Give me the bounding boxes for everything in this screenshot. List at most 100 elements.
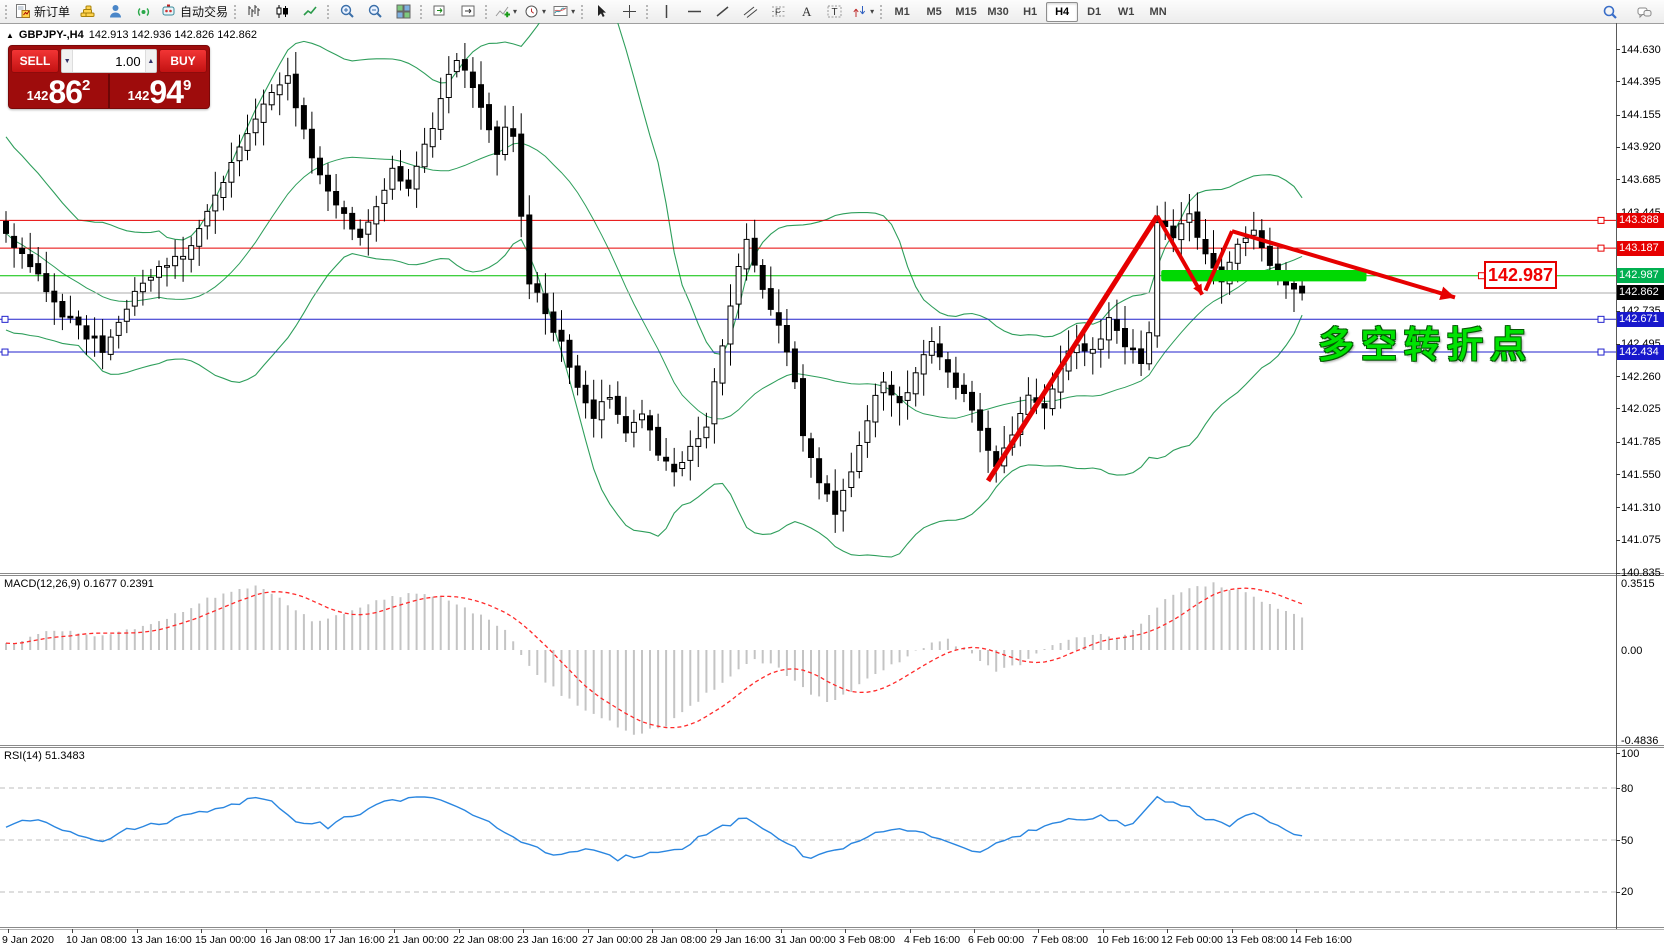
search-icon	[1603, 5, 1617, 19]
chat-button[interactable]	[1630, 1, 1658, 23]
cursor-icon	[597, 5, 606, 17]
macd-pane[interactable]	[0, 575, 1616, 745]
periods-button[interactable]: ▾	[520, 1, 549, 23]
crosshair-button[interactable]	[615, 1, 643, 23]
bar-chart-button[interactable]	[240, 1, 268, 23]
sell-button[interactable]: SELL	[11, 49, 59, 73]
volume-down-button[interactable]: ▼	[62, 50, 74, 72]
timeframe-d1[interactable]: D1	[1087, 5, 1102, 18]
timeframe-m15[interactable]: M15	[955, 5, 977, 18]
toolbar-group: F A T ▾	[643, 1, 877, 23]
autoscroll-button[interactable]	[426, 1, 454, 23]
time-axis-label: 3 Feb 08:00	[839, 934, 896, 946]
new-order-button[interactable]: 新订单	[11, 1, 73, 23]
drop-arrow[interactable]	[1155, 215, 1204, 296]
cursor-button[interactable]	[587, 1, 615, 23]
price-axis-label: 141.075	[1621, 534, 1661, 546]
symbol-name: GBPJPY-,H4	[18, 29, 84, 41]
pane-separator	[0, 927, 1664, 928]
pane-separator[interactable]	[0, 573, 1664, 574]
svg-text:F: F	[775, 7, 781, 17]
turning-point-annotation[interactable]: 多空转折点	[1318, 324, 1534, 365]
buy-price[interactable]: 142 94 9	[110, 74, 209, 108]
hline-142.671[interactable]	[0, 315, 1616, 323]
autotrading-button[interactable]: 自动交易	[157, 1, 231, 23]
tile-icon	[396, 4, 411, 19]
time-axis-label: 7 Feb 08:00	[1032, 934, 1089, 946]
timeframe-m5[interactable]: M5	[926, 5, 942, 18]
timeframe-m30[interactable]: M30	[987, 5, 1009, 18]
price-axis-label: 144.155	[1621, 109, 1661, 121]
rally-arrow[interactable]	[985, 214, 1160, 483]
rsi-tick	[1616, 788, 1620, 789]
timeframe-m1[interactable]: M1	[894, 5, 910, 18]
rsi-levels	[0, 787, 1616, 893]
price-tick	[1616, 408, 1620, 409]
signals-button[interactable]	[129, 1, 157, 23]
equidistant-channel-button[interactable]	[736, 1, 764, 23]
line-chart-button[interactable]	[296, 1, 324, 23]
autotrade-icon	[162, 4, 175, 16]
price-tick	[1616, 147, 1620, 148]
search-button[interactable]	[1596, 1, 1624, 23]
price-level-label[interactable]: 142.987	[1484, 261, 1557, 289]
sell-price[interactable]: 142 86 2	[9, 74, 110, 108]
toolbar: 新订单 自动交易 ▾ ▾ ▾ F A T ▾ M1 M5 M15 M30 H1 H4 D1 W1 MN	[0, 0, 1664, 24]
indicators-button[interactable]: ▾	[491, 1, 520, 23]
pane-separator[interactable]	[0, 745, 1664, 746]
price-badge: 142.671	[1617, 312, 1664, 327]
text-label-button[interactable]: T	[820, 1, 848, 23]
line-icon	[302, 6, 317, 16]
shift-icon	[461, 5, 475, 17]
hline-142.434[interactable]	[0, 348, 1616, 356]
time-tick	[523, 929, 524, 933]
price-axis-label: 144.630	[1621, 44, 1661, 56]
main-chart-pane[interactable]	[0, 23, 1616, 573]
zoom-in-icon	[340, 4, 354, 18]
timeframe-mn[interactable]: MN	[1149, 5, 1167, 18]
text-button[interactable]: A	[792, 1, 820, 23]
volume-up-button[interactable]: ▲	[144, 50, 156, 72]
hline-143.187[interactable]	[0, 244, 1616, 252]
time-tick	[716, 929, 717, 933]
community-button[interactable]	[101, 1, 129, 23]
arrows-button[interactable]: ▾	[848, 1, 877, 23]
market-watch-button[interactable]	[73, 1, 101, 23]
timeframe-w1[interactable]: W1	[1117, 5, 1135, 18]
buy-price-prefix: 142	[127, 88, 150, 103]
tile-windows-button[interactable]	[389, 1, 417, 23]
price-tick	[1616, 573, 1620, 574]
hline-143.388[interactable]	[0, 216, 1616, 224]
volume-input[interactable]	[73, 50, 145, 72]
bounce-line[interactable]	[1203, 230, 1234, 292]
oneclick-collapse-icon[interactable]: ▲	[6, 30, 14, 40]
vertical-line-button[interactable]	[652, 1, 680, 23]
buy-price-big: 94	[149, 74, 184, 109]
fall-arrow[interactable]	[1231, 229, 1456, 300]
fibonacci-button[interactable]: F	[764, 1, 792, 23]
arrows-icon	[853, 6, 866, 17]
timeframe-h1[interactable]: H1	[1023, 5, 1038, 18]
price-axis-label: 142.025	[1621, 403, 1661, 415]
chart-shift-button[interactable]	[454, 1, 482, 23]
templates-button[interactable]: ▾	[549, 1, 578, 23]
rsi-pane[interactable]	[0, 748, 1616, 927]
toolbar-group: ▾ ▾ ▾	[482, 1, 578, 23]
vline-icon	[665, 5, 667, 18]
timeframe-h4[interactable]: H4	[1046, 1, 1079, 22]
time-tick	[330, 929, 331, 933]
price-tick	[1616, 49, 1620, 50]
bars-icon	[248, 5, 260, 17]
zoom-out-button[interactable]	[361, 1, 389, 23]
horizontal-line-button[interactable]	[680, 1, 708, 23]
toolbar-group	[417, 1, 482, 23]
price-badge: 142.434	[1617, 345, 1664, 360]
person-icon	[109, 5, 121, 18]
trendline-button[interactable]	[708, 1, 736, 23]
zoom-in-button[interactable]	[333, 1, 361, 23]
candlestick-button[interactable]	[268, 1, 296, 23]
buy-button[interactable]: BUY	[159, 49, 207, 73]
svg-text:A: A	[802, 4, 812, 19]
